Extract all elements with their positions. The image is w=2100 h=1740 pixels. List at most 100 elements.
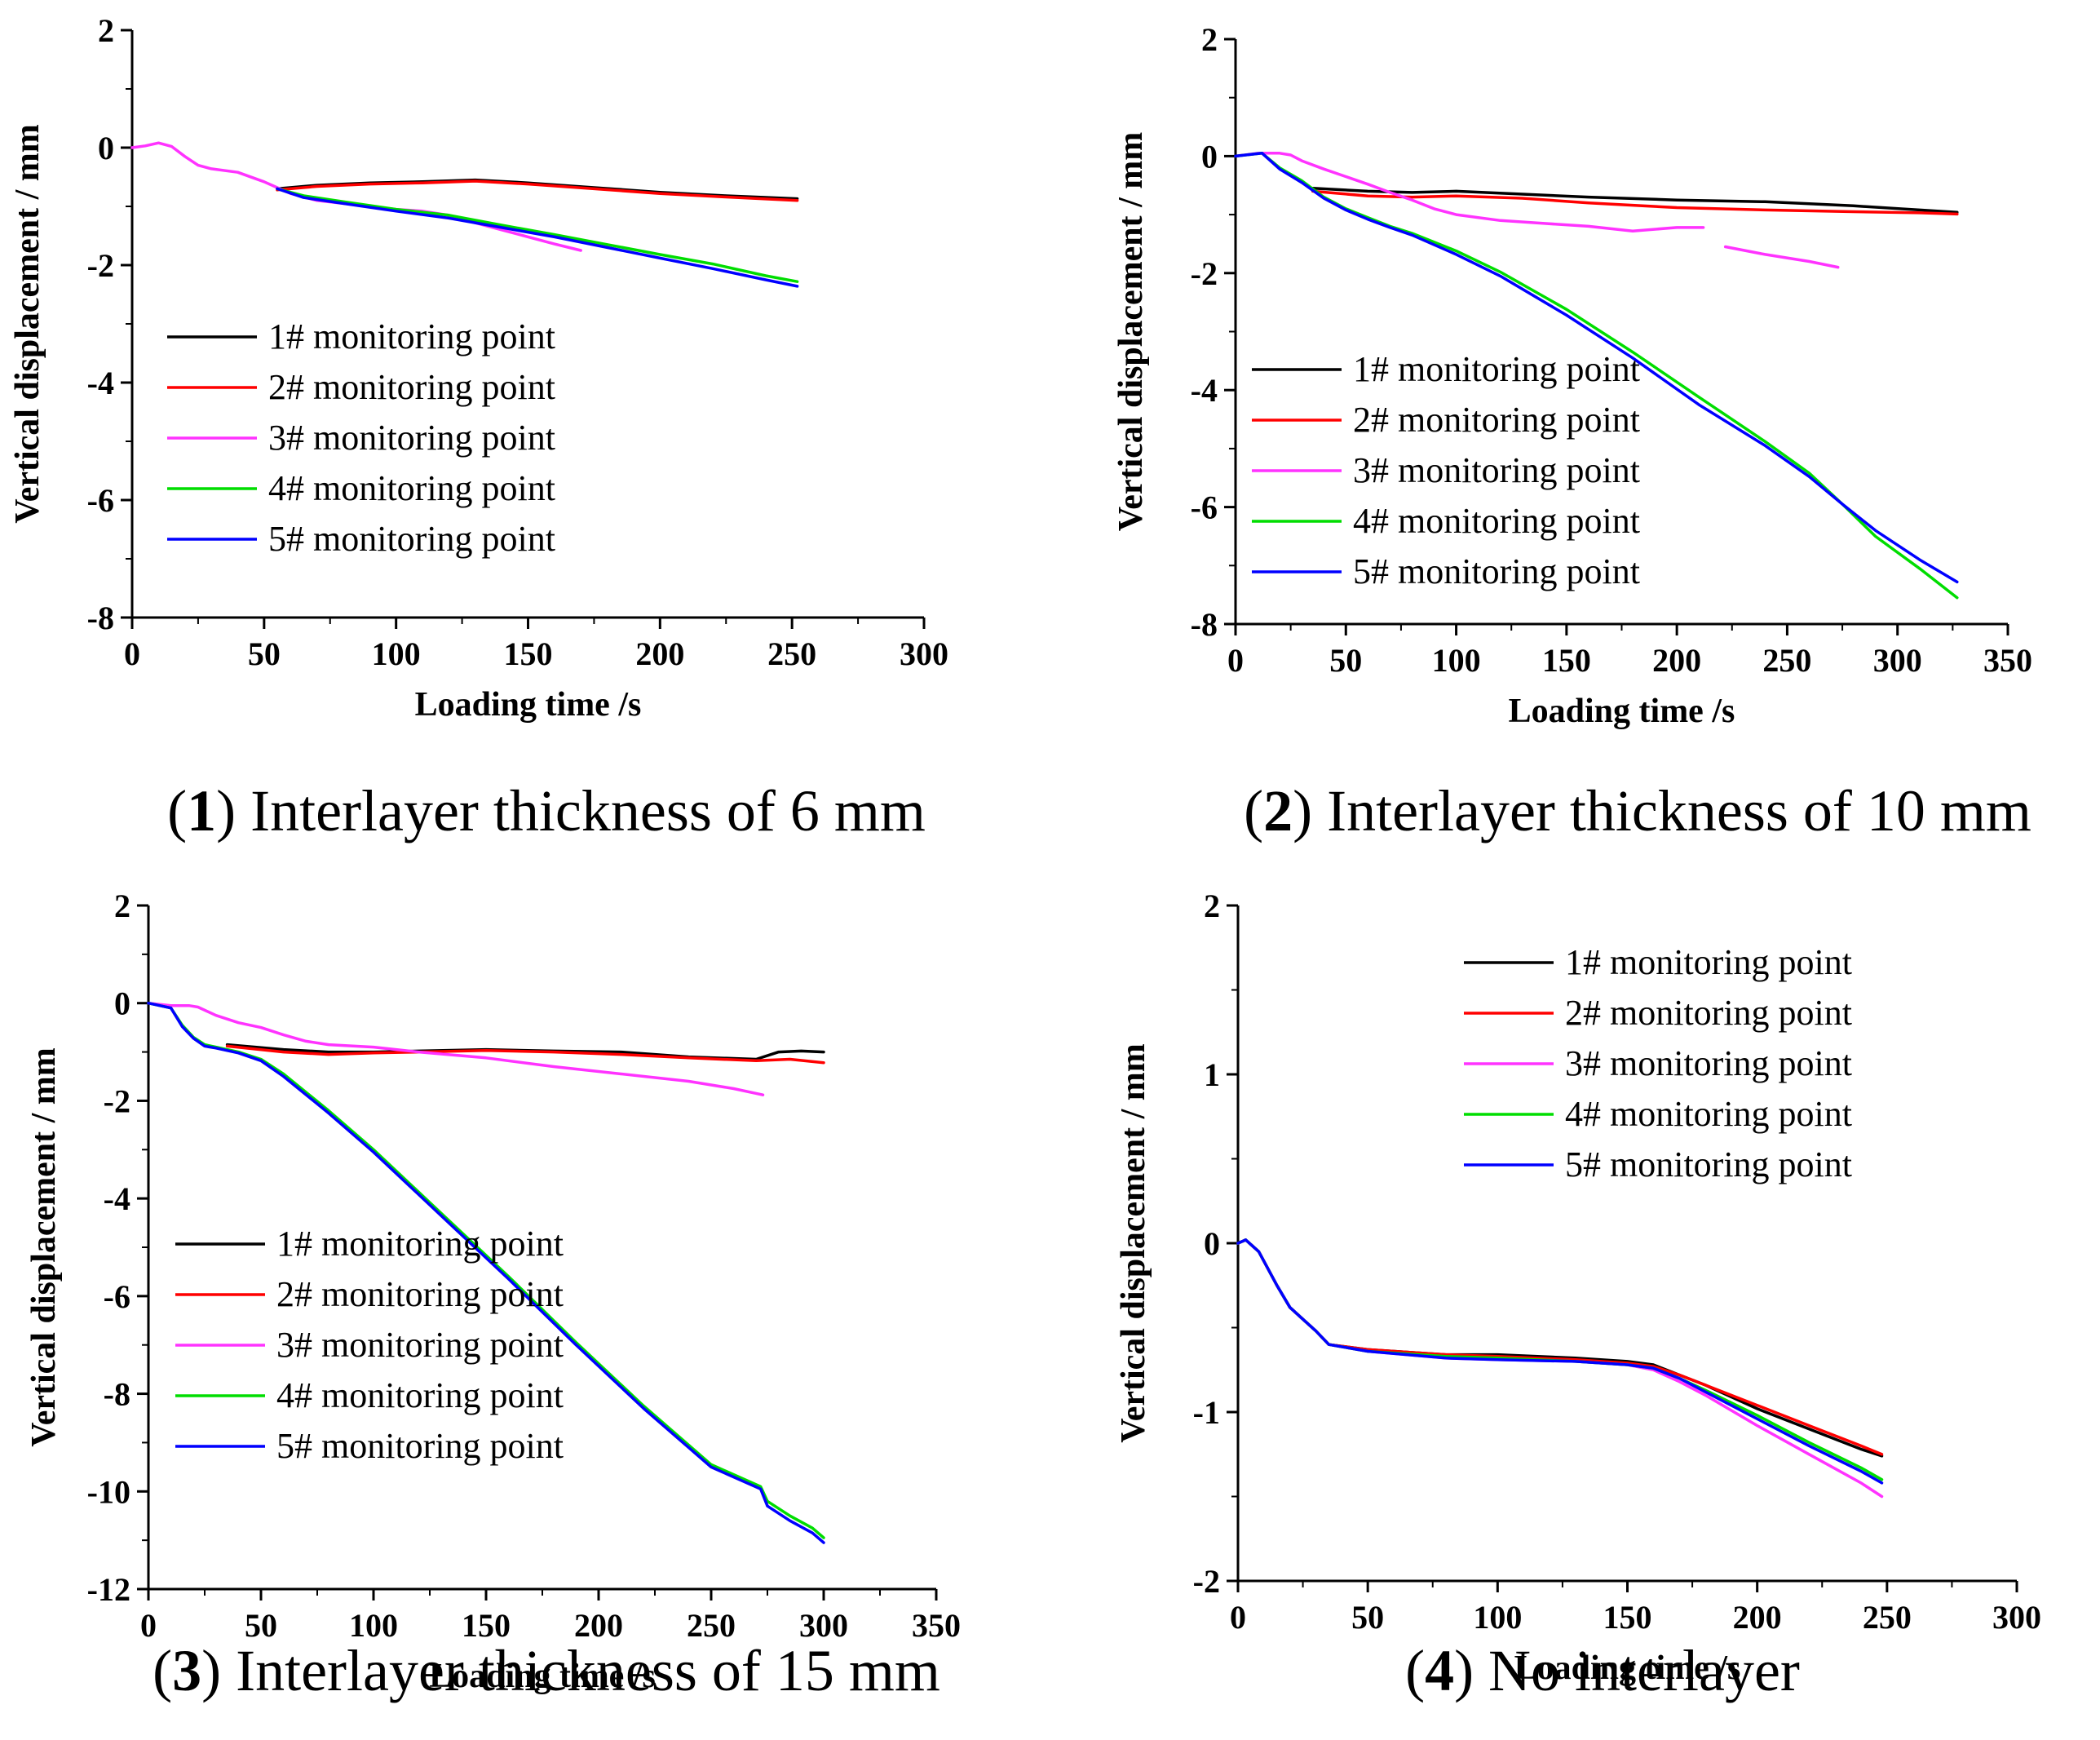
x-axis-label: Loading time /s [1514,1649,1741,1687]
series-line-2 [1311,189,1959,216]
y-tick-label: 0 [114,985,130,1022]
legend-label-4: 4# monitoring point [1565,1094,1852,1134]
legend-label-1: 1# monitoring point [276,1224,564,1264]
y-tick-label: -4 [87,365,114,401]
x-tick-label: 100 [1473,1599,1522,1636]
legend-label-2: 2# monitoring point [276,1274,564,1314]
x-tick-label: 300 [900,635,948,672]
x-tick-label: 150 [504,635,553,672]
y-tick-label: 0 [1201,138,1218,175]
y-axis-label: Vertical displacement / mm [25,1047,63,1447]
series-line-3 [130,141,582,252]
x-tick-label: 200 [635,635,684,672]
legend-label-5: 5# monitoring point [1565,1145,1852,1184]
x-axis-label: Loading time /s [415,686,642,724]
x-tick-label: 350 [912,1607,961,1644]
x-tick-label: 0 [1227,642,1244,679]
y-tick-label: -8 [104,1376,130,1413]
y-tick-label: 1 [1204,1056,1220,1093]
legend: 1# monitoring point 2# monitoring point 3#… [1464,942,1852,1184]
chart-panel-4: 0 50 100 150 200 250 300 -2 -1 0 1 2 Loading time /s… [1115,888,2041,1703]
series-line-2 [1236,1238,1884,1456]
panel-caption: (3) Interlayer thickness of 15 mm [153,1638,940,1703]
series-line-4 [276,187,799,283]
x-tick-label: 50 [1329,642,1362,679]
y-tick-label: -8 [1191,606,1218,643]
x-tick-label: 250 [767,635,816,672]
y-tick-label: -12 [87,1571,130,1608]
x-tick-label: 150 [462,1607,511,1644]
panel-caption: (2) Interlayer thickness of 10 mm [1244,778,2031,843]
y-axis-label: Vertical displacement / mm [1112,132,1150,532]
series-line-2 [276,179,799,202]
legend-label-3: 3# monitoring point [1565,1043,1852,1083]
x-tick-label: 300 [1873,642,1922,679]
x-tick-label: 350 [1983,642,2032,679]
panel-caption: (4) No interlayer [1405,1638,1800,1703]
legend-label-1: 1# monitoring point [1565,942,1852,982]
x-tick-label: 50 [1351,1599,1384,1636]
legend: 1# monitoring point 2# monitoring point 3#… [175,1224,564,1466]
x-axis-label: Loading time /s [429,1658,656,1695]
legend-label-5: 5# monitoring point [276,1426,564,1466]
legend-label-1: 1# monitoring point [268,317,555,356]
legend-label-3: 3# monitoring point [1353,450,1640,490]
y-tick-label: 2 [1204,888,1220,924]
y-tick-label: -6 [104,1278,130,1315]
x-tick-label: 300 [799,1607,848,1644]
y-tick-label: -2 [87,247,114,284]
y-tick-label: -4 [104,1180,130,1217]
y-tick-label: -2 [1193,1563,1220,1600]
x-tick-label: 100 [372,635,421,672]
x-tick-label: 200 [1733,1599,1782,1636]
series-line-3 [147,1001,765,1096]
y-axis-label: Vertical displacement / mm [1115,1043,1152,1443]
legend-label-4: 4# monitoring point [276,1375,564,1415]
legend-label-4: 4# monitoring point [268,468,555,508]
legend-label-5: 5# monitoring point [268,519,555,559]
x-tick-label: 150 [1603,1599,1652,1636]
chart-panel-2: 0 50 100 150 200 250 300 350 -8 -6 -4 -2 0 2 Loading t… [1112,21,2032,843]
legend-label-2: 2# monitoring point [1565,993,1852,1033]
y-tick-label: 2 [114,888,130,924]
chart-panel-1: 0 50 100 150 200 250 300 -8 -6 -4 -2 0 2 Loading time… [9,12,948,843]
x-tick-label: 300 [1992,1599,2041,1636]
series-line-1 [1236,1238,1884,1458]
x-tick-label: 0 [124,635,140,672]
legend-label-5: 5# monitoring point [1353,551,1640,591]
series-line-5 [1236,1238,1884,1485]
y-tick-label: 0 [98,130,114,166]
y-tick-label: -1 [1193,1394,1220,1431]
y-tick-label: 2 [1201,21,1218,58]
chart-panel-3: 0 50 100 150 200 250 300 350 -12 -10 -8 -6 -4 -2 0 2 Loa… [25,888,961,1703]
series-line-5 [1234,152,1959,584]
series-line-1 [1311,187,1959,214]
x-tick-label: 50 [248,635,281,672]
y-tick-label: -2 [104,1083,130,1119]
legend-label-4: 4# monitoring point [1353,501,1640,541]
legend: 1# monitoring point 2# monitoring point 3#… [1252,349,1640,591]
x-tick-label: 250 [1863,1599,1912,1636]
x-tick-label: 0 [1230,1599,1246,1636]
x-tick-label: 200 [574,1607,623,1644]
y-tick-label: -6 [87,482,114,519]
y-tick-label: -8 [87,600,114,636]
series-line-2 [225,1044,825,1065]
x-tick-label: 100 [349,1607,398,1644]
legend-label-1: 1# monitoring point [1353,349,1640,389]
y-tick-label: -6 [1191,489,1218,526]
legend-label-3: 3# monitoring point [276,1325,564,1365]
x-tick-label: 100 [1432,642,1481,679]
x-tick-label: 250 [1762,642,1811,679]
x-tick-label: 250 [687,1607,736,1644]
x-tick-label: 50 [245,1607,277,1644]
x-tick-label: 200 [1652,642,1701,679]
y-tick-label: -2 [1191,255,1218,292]
legend: 1# monitoring point 2# monitoring point 3#… [167,317,555,559]
series-line-3 [1236,1238,1884,1499]
series-line-5 [276,187,799,288]
series-line-5 [147,1001,825,1544]
y-axis-label: Vertical displacement / mm [9,124,46,524]
series-line-3 [1234,152,1840,269]
